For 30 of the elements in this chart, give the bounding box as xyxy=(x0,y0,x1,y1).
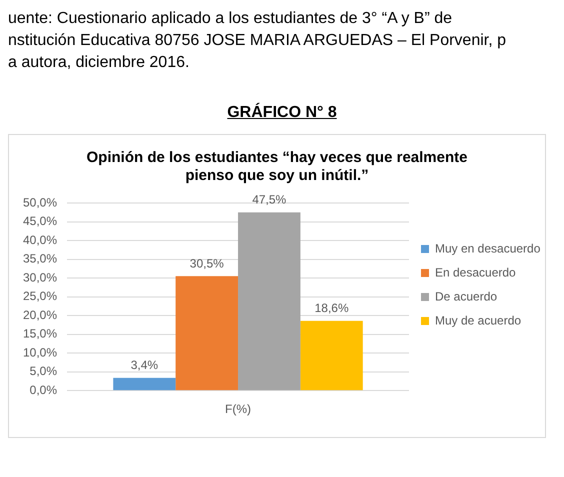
y-tick-label: 20,0% xyxy=(22,308,58,322)
text: a autora, diciembre 2016. xyxy=(8,53,190,73)
text: nstitución Educativa 80756 JOSE MARIA ARGUEDAS – El Porvenir, p xyxy=(8,31,508,51)
y-tick-label: 50,0% xyxy=(22,195,58,210)
data-label: 18,6% xyxy=(314,301,349,316)
legend-label: Muy de acuerdo xyxy=(435,313,522,328)
text: GRÁFICO N° 8 xyxy=(226,104,338,122)
y-tick-label: 15,0% xyxy=(22,326,58,341)
text: Opinión de los estudiantes “hay veces que realmente xyxy=(86,149,468,166)
y-tick-label: 10,0% xyxy=(22,345,58,360)
y-tick-label: 30,0% xyxy=(22,270,58,284)
text: uente: Cuestionario aplicado a los estudiantes de 3° “A y B” de xyxy=(8,9,454,29)
text: pienso que soy un inútil.” xyxy=(185,167,369,184)
bar xyxy=(176,276,238,390)
legend-label: De acuerdo xyxy=(435,289,498,304)
data-label: 30,5% xyxy=(190,256,224,270)
bar xyxy=(113,378,176,390)
y-tick-label: 45,0% xyxy=(22,214,58,228)
y-tick-label: 5,0% xyxy=(30,364,58,378)
bar xyxy=(238,212,300,390)
legend-label: Muy en desacuerdo xyxy=(435,241,541,256)
legend-label: En desacuerdo xyxy=(435,265,516,280)
bar xyxy=(300,320,363,390)
data-label: 3,4% xyxy=(130,358,158,372)
y-tick-label: 35,0% xyxy=(22,252,58,266)
y-tick-label: 25,0% xyxy=(22,289,58,304)
data-label: 47,5% xyxy=(252,192,287,207)
y-tick-label: 40,0% xyxy=(22,232,58,247)
x-tick-label: F(%) xyxy=(225,402,252,416)
y-tick-label: 0,0% xyxy=(30,382,58,397)
